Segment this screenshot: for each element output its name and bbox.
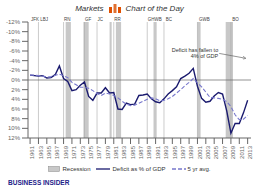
html-text:Deficit as % of GDP: Deficit as % of GDP bbox=[112, 166, 166, 172]
svg-text:0%: 0% bbox=[11, 77, 20, 83]
svg-text:2003: 2003 bbox=[205, 145, 211, 159]
svg-text:JC: JC bbox=[97, 17, 103, 22]
svg-text:8%: 8% bbox=[11, 116, 20, 122]
html-text:5 yr avg.: 5 yr avg. bbox=[187, 166, 211, 172]
svg-text:1969: 1969 bbox=[63, 145, 69, 159]
svg-text:1973: 1973 bbox=[80, 145, 86, 159]
html-text:BUSINESS INSIDER: BUSINESS INSIDER bbox=[8, 179, 70, 186]
svg-text:GWB: GWB bbox=[199, 17, 210, 22]
svg-text:BC: BC bbox=[166, 17, 173, 22]
svg-text:1995: 1995 bbox=[172, 145, 178, 159]
svg-text:1985: 1985 bbox=[130, 145, 136, 159]
svg-text:1993: 1993 bbox=[163, 145, 169, 159]
svg-text:1965: 1965 bbox=[46, 145, 52, 159]
svg-text:-4%: -4% bbox=[9, 58, 20, 64]
svg-text:1999: 1999 bbox=[188, 145, 194, 159]
svg-text:1961: 1961 bbox=[29, 145, 35, 159]
svg-text:4%: 4% bbox=[11, 96, 20, 102]
svg-text:GHWB: GHWB bbox=[148, 17, 162, 22]
svg-text:10%: 10% bbox=[8, 125, 21, 131]
svg-text:-10%: -10% bbox=[8, 29, 21, 35]
svg-text:1991: 1991 bbox=[155, 145, 161, 159]
svg-text:RN: RN bbox=[64, 17, 71, 22]
svg-text:JFK: JFK bbox=[31, 17, 39, 22]
svg-text:2%: 2% bbox=[11, 87, 20, 93]
svg-text:1971: 1971 bbox=[71, 145, 77, 159]
svg-text:BO: BO bbox=[232, 17, 239, 22]
svg-text:1967: 1967 bbox=[54, 145, 60, 159]
svg-text:2007: 2007 bbox=[222, 145, 228, 159]
svg-text:2005: 2005 bbox=[213, 145, 219, 159]
svg-text:6%: 6% bbox=[11, 106, 20, 112]
svg-text:1981: 1981 bbox=[113, 145, 119, 159]
svg-text:Deficit has fallen to4% of GDP: Deficit has fallen to4% of GDP bbox=[172, 47, 219, 59]
svg-text:1987: 1987 bbox=[138, 145, 144, 159]
svg-text:1963: 1963 bbox=[38, 145, 44, 159]
svg-text:1979: 1979 bbox=[105, 145, 111, 159]
svg-text:-6%: -6% bbox=[9, 48, 20, 54]
svg-text:1989: 1989 bbox=[147, 145, 153, 159]
svg-text:-12%: -12% bbox=[8, 19, 21, 25]
svg-text:1997: 1997 bbox=[180, 145, 186, 159]
svg-text:12%: 12% bbox=[8, 135, 21, 141]
svg-text:LBJ: LBJ bbox=[40, 17, 48, 22]
svg-text:2013: 2013 bbox=[247, 145, 251, 159]
svg-text:2011: 2011 bbox=[239, 145, 245, 159]
html-text:Chart of the Day: Chart of the Day bbox=[125, 3, 184, 13]
svg-text:-8%: -8% bbox=[9, 38, 20, 44]
svg-text:2001: 2001 bbox=[197, 145, 203, 159]
svg-text:2009: 2009 bbox=[230, 145, 236, 159]
svg-text:1983: 1983 bbox=[121, 145, 127, 159]
html-text:Recession: Recession bbox=[62, 166, 91, 172]
svg-text:GF: GF bbox=[85, 17, 92, 22]
svg-text:-2%: -2% bbox=[9, 67, 20, 73]
svg-text:1977: 1977 bbox=[96, 145, 102, 159]
html-text:Markets: Markets bbox=[75, 3, 104, 13]
svg-text:1975: 1975 bbox=[88, 145, 94, 159]
svg-text:RR: RR bbox=[114, 17, 121, 22]
